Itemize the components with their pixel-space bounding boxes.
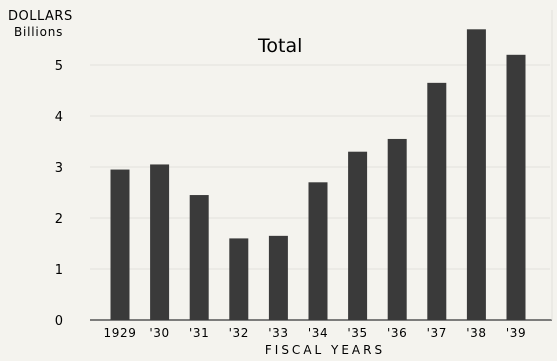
- x-tick-label: '31: [189, 326, 209, 340]
- y-tick-labels: 0 1 2 3 4 5: [55, 59, 63, 329]
- y-axis-label: Billions: [14, 25, 63, 39]
- x-tick-label: '35: [347, 326, 367, 340]
- bar: [308, 182, 328, 320]
- chart-title: Total: [257, 35, 302, 57]
- x-tick-label: '38: [466, 326, 486, 340]
- y-tick-label: 2: [55, 212, 63, 227]
- x-tick-label: '32: [229, 326, 249, 340]
- bar: [348, 151, 368, 320]
- x-tick-label: '30: [149, 326, 169, 340]
- bar: [229, 238, 249, 320]
- bar: [427, 82, 447, 320]
- y-tick-label: 3: [55, 161, 63, 176]
- x-tick-labels: 1929 '30 '31 '32 '33 '34 '35 '36 '37 '38 '39: [104, 326, 526, 340]
- x-tick-label: '39: [506, 326, 526, 340]
- bar: [150, 164, 170, 320]
- x-tick-label: '36: [387, 326, 407, 340]
- x-tick-label: '37: [427, 326, 447, 340]
- y-tick-label: 5: [55, 59, 63, 74]
- x-tick-label: 1929: [104, 326, 137, 340]
- y-unit-label: DOLLARS: [8, 9, 73, 24]
- bar: [506, 54, 526, 321]
- y-tick-label: 0: [55, 314, 63, 329]
- x-tick-label: '33: [268, 326, 288, 340]
- bar: [466, 29, 486, 321]
- bar: [189, 195, 209, 320]
- y-tick-label: 4: [55, 110, 63, 125]
- bar: [110, 169, 130, 320]
- bar: [387, 138, 407, 320]
- bars: [110, 29, 526, 321]
- x-axis-label: FISCAL YEARS: [265, 343, 385, 357]
- x-tick-label: '34: [308, 326, 328, 340]
- y-tick-label: 1: [55, 263, 63, 278]
- bar: [268, 235, 288, 320]
